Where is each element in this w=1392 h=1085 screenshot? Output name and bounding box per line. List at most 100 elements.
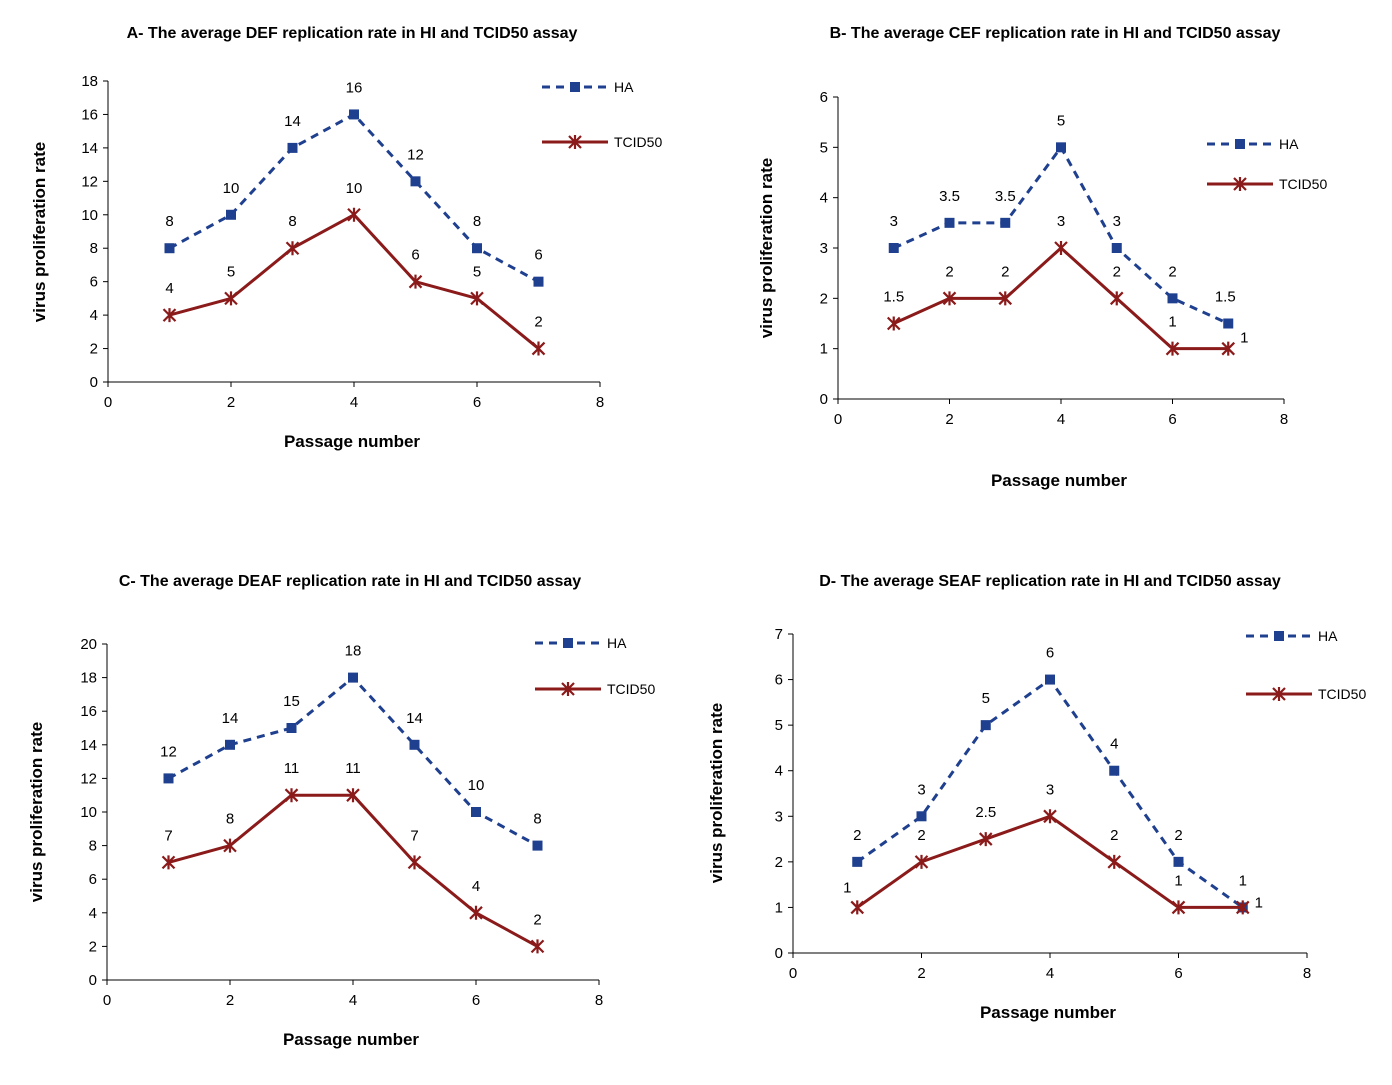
data-point [531, 341, 546, 356]
data-point-stroke [1107, 854, 1122, 869]
y-tick-label: 0 [820, 391, 828, 408]
data-label: 4 [1110, 736, 1118, 753]
data-label: 6 [534, 247, 542, 264]
data-label: 2.5 [975, 804, 996, 821]
y-tick-label: 18 [81, 73, 98, 90]
y-tick-label: 4 [90, 307, 98, 324]
data-label: 7 [410, 827, 418, 844]
data-point [1235, 900, 1250, 915]
data-point-stroke [223, 838, 237, 853]
series-line [168, 112, 540, 283]
data-point-stroke [284, 788, 299, 803]
y-tick-label: 4 [775, 763, 783, 780]
legend-label: TCID50 [607, 681, 655, 697]
y-tick-label: 3 [820, 240, 828, 257]
data-point [164, 243, 175, 254]
y-tick-label: 6 [90, 274, 98, 291]
chart-title: C- The average DEAF replication rate in … [119, 573, 581, 590]
legend-marker-stroke [1233, 177, 1247, 191]
data-label: 8 [473, 213, 481, 230]
x-axis-title: Passage number [980, 1003, 1116, 1022]
data-point [1165, 341, 1180, 356]
y-tick-label: 2 [820, 290, 828, 307]
data-label: 5 [227, 263, 235, 280]
data-point [469, 905, 483, 920]
data-point [225, 739, 235, 750]
legend-marker-stroke [568, 135, 582, 149]
data-point [1109, 765, 1120, 776]
data-point [1054, 241, 1068, 255]
data-label: 3 [917, 781, 925, 798]
x-tick-label: 6 [473, 394, 481, 411]
y-tick-label: 4 [820, 190, 828, 207]
data-label: 2 [533, 911, 541, 928]
data-point-stroke [942, 291, 957, 306]
x-tick-label: 8 [1303, 965, 1311, 982]
data-point [470, 291, 484, 306]
data-point-stroke [998, 291, 1013, 306]
y-tick-label: 0 [90, 374, 98, 391]
data-label: 5 [1057, 112, 1065, 129]
series-tcid50: 7 8 11 11 7 4 2 [161, 760, 545, 954]
x-tick-label: 0 [103, 992, 111, 1009]
x-tick-label: 2 [945, 411, 953, 428]
data-point [944, 217, 955, 228]
data-point-stroke [1109, 291, 1124, 306]
y-tick-label: 10 [80, 804, 97, 821]
data-point [1171, 900, 1186, 915]
data-point [163, 773, 174, 784]
data-point [998, 291, 1013, 306]
legend-label: HA [607, 635, 627, 651]
data-point-stroke [347, 207, 361, 222]
data-label: 8 [226, 811, 234, 828]
y-tick-label: 1 [775, 899, 783, 916]
data-point [530, 939, 545, 954]
x-tick-label: 0 [104, 394, 112, 411]
data-label: 3.5 [939, 188, 960, 205]
data-point [1221, 341, 1236, 356]
data-point [472, 243, 482, 254]
legend-marker [561, 682, 575, 696]
data-label: 18 [345, 643, 362, 660]
legend-label: HA [1279, 136, 1299, 152]
data-label: 14 [406, 710, 423, 727]
y-tick-label: 2 [89, 938, 97, 955]
data-label: 7 [164, 827, 172, 844]
data-point [410, 176, 421, 187]
data-label: 8 [288, 213, 296, 230]
data-point-stroke [850, 900, 865, 915]
data-label: 2 [1113, 263, 1121, 280]
x-tick-label: 6 [1168, 411, 1176, 428]
chart-panel-c: C- The average DEAF replication rate in … [27, 573, 655, 1049]
legend-entry-ha: HA [1246, 628, 1338, 644]
data-label: 2 [945, 263, 953, 280]
data-point [223, 838, 237, 853]
legend-label: HA [1318, 628, 1338, 644]
data-point-stroke [1171, 900, 1186, 915]
data-point-stroke [531, 341, 546, 356]
legend-entry-tcid50: TCID50 [1246, 686, 1366, 702]
x-tick-label: 2 [917, 965, 925, 982]
x-tick-label: 0 [834, 411, 842, 428]
data-label: 6 [411, 247, 419, 264]
data-label: 11 [284, 760, 300, 777]
data-label: 4 [165, 280, 173, 297]
data-point-stroke [469, 905, 483, 920]
chart-panel-d: D- The average SEAF replication rate in … [707, 573, 1366, 1022]
series-tcid50: 4 5 8 10 6 5 2 [162, 180, 546, 356]
legend-marker [563, 638, 573, 648]
data-point [1109, 291, 1124, 306]
y-tick-label: 2 [775, 854, 783, 871]
data-label: 1 [1255, 894, 1263, 911]
data-point [408, 274, 423, 289]
data-label: 10 [223, 180, 240, 197]
data-point-stroke [1054, 241, 1068, 255]
data-point [285, 241, 300, 256]
y-tick-label: 2 [90, 341, 98, 358]
y-tick-label: 20 [80, 636, 97, 653]
data-label: 10 [346, 180, 363, 197]
legend-label: TCID50 [1318, 686, 1366, 702]
chart-title: B- The average CEF replication rate in H… [830, 25, 1281, 42]
data-point-stroke [886, 316, 901, 331]
chart-panel-b: B- The average CEF replication rate in H… [757, 25, 1327, 490]
